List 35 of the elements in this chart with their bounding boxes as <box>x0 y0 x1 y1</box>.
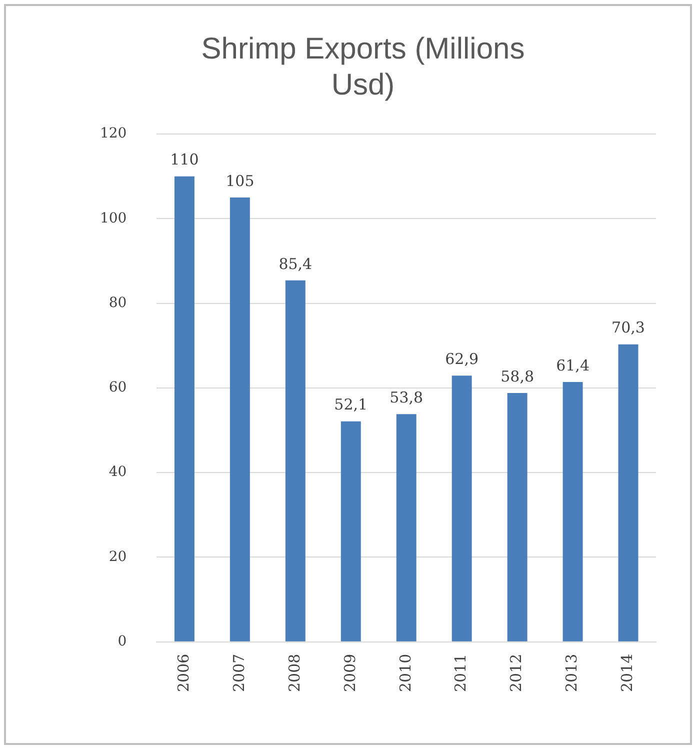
data-label: 53,8 <box>390 388 424 407</box>
data-label: 105 <box>226 172 254 190</box>
y-tick-label: 40 <box>108 464 127 480</box>
bar <box>562 382 583 642</box>
x-tick-label: 2010 <box>396 654 414 692</box>
y-tick-label: 0 <box>118 633 127 650</box>
bar <box>452 376 472 642</box>
x-tick-label: 2011 <box>452 654 470 692</box>
bar <box>618 344 638 642</box>
x-tick-label: 2007 <box>230 654 248 692</box>
data-label: 110 <box>170 150 199 169</box>
x-tick-label: 2006 <box>174 654 192 692</box>
y-tick-label: 120 <box>100 126 127 142</box>
bar <box>340 421 361 642</box>
data-label: 62,9 <box>445 350 479 368</box>
data-label: 52,1 <box>334 396 368 414</box>
bar <box>396 414 416 642</box>
bar <box>507 392 528 642</box>
y-tick-label: 20 <box>108 548 127 565</box>
x-tick-label: 2013 <box>562 654 581 692</box>
data-label: 58,8 <box>500 367 534 386</box>
data-label: 61,4 <box>556 356 590 374</box>
y-tick-label: 80 <box>108 294 127 311</box>
bar <box>230 197 250 642</box>
y-tick-label: 60 <box>108 380 127 396</box>
x-tick-label: 2014 <box>618 654 636 692</box>
bar <box>285 280 306 642</box>
x-tick-label: 2009 <box>340 654 359 692</box>
bar <box>174 176 194 642</box>
data-label: 85,4 <box>278 254 312 273</box>
x-tick-label: 2012 <box>507 654 526 692</box>
x-tick-label: 2008 <box>285 654 304 692</box>
chart-title: Shrimp Exports (Millions Usd) <box>201 32 525 102</box>
data-label: 70,3 <box>612 318 645 337</box>
y-tick-label: 100 <box>100 210 127 226</box>
